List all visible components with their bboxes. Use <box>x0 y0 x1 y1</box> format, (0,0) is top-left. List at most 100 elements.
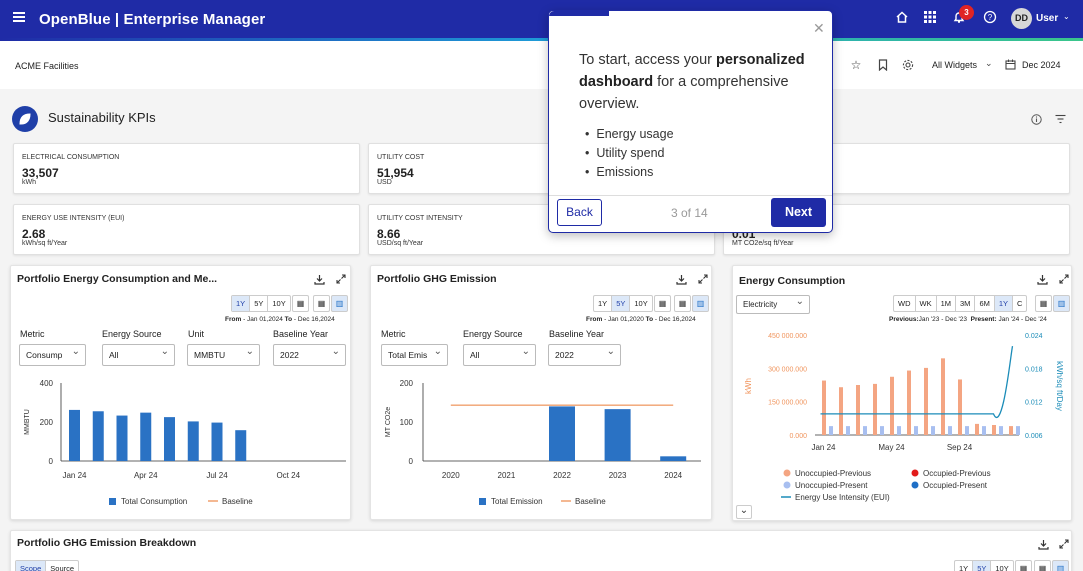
chart-view-icon[interactable]: ▥ <box>331 295 348 312</box>
user-menu-label[interactable]: User <box>1036 13 1059 24</box>
kpi-card-energy-use-intensity[interactable]: ENERGY USE INTENSITY (EUI) 2.68 kWh/sq f… <box>13 204 360 255</box>
kpi-label: UTILITY COST <box>377 154 425 161</box>
range-1y[interactable]: 1Y <box>232 296 251 311</box>
calendar-icon[interactable]: ▦ <box>654 295 671 312</box>
expand-icon[interactable] <box>697 274 709 286</box>
home-icon[interactable] <box>894 10 910 26</box>
expand-icon[interactable] <box>1058 274 1070 286</box>
bar-unoccupied-present <box>897 426 901 435</box>
unit-select[interactable]: MMBTU <box>187 344 260 366</box>
kpi-unit: USD/sq ft/Year <box>377 240 424 247</box>
y2-tick-label: 0.006 <box>1025 433 1043 440</box>
y-axis-label: MMBTU <box>24 409 31 435</box>
download-icon[interactable] <box>1036 274 1048 286</box>
legend-label: Total Emission <box>491 497 543 506</box>
chevron-down-icon[interactable]: ⌄ <box>736 505 752 519</box>
range-6m[interactable]: 6M <box>975 296 995 311</box>
energy-source-select[interactable]: All <box>463 344 536 366</box>
range-custom[interactable]: C <box>1017 299 1023 308</box>
filter-icon[interactable] <box>1054 114 1066 126</box>
avatar[interactable]: DD <box>1011 8 1032 29</box>
table-view-icon[interactable]: ▦ <box>313 295 330 312</box>
calendar-icon[interactable]: ▦ <box>292 295 309 312</box>
range-1y[interactable]: 1Y <box>994 296 1014 311</box>
breakdown-tabs: Scope Source <box>15 560 80 571</box>
range-wd[interactable]: WD <box>894 296 916 311</box>
all-widgets-dropdown[interactable]: All Widgets <box>932 60 978 70</box>
info-icon[interactable] <box>1030 114 1042 126</box>
chart-view-icon[interactable]: ▥ <box>1053 295 1070 312</box>
tab-source[interactable]: Source <box>50 564 75 571</box>
bookmark-icon[interactable] <box>877 59 889 72</box>
panel-title: Portfolio GHG Emission Breakdown <box>17 537 197 549</box>
metric-select[interactable]: Consump <box>19 344 86 366</box>
download-icon[interactable] <box>1037 539 1049 551</box>
chevron-down-icon[interactable]: ⌄ <box>1063 12 1070 21</box>
table-view-icon[interactable]: ▦ <box>1035 295 1052 312</box>
list-item: Emissions <box>585 163 674 182</box>
svg-text:?: ? <box>988 13 993 22</box>
list-item: Utility spend <box>585 144 674 163</box>
sub-header <box>0 41 1083 89</box>
baseline-year-select[interactable]: 2022 <box>548 344 621 366</box>
bar-unoccupied-previous <box>890 376 894 435</box>
range-1y[interactable]: 1Y <box>594 296 613 311</box>
facility-breadcrumb[interactable]: ACME Facilities <box>15 61 79 71</box>
download-icon[interactable] <box>675 274 687 286</box>
range-5y[interactable]: 5Y <box>973 561 992 571</box>
settings-gear-icon[interactable] <box>902 59 914 71</box>
range-5y[interactable]: 5Y <box>612 296 631 311</box>
bar-unoccupied-present <box>965 426 969 435</box>
calendar-icon[interactable] <box>1004 59 1016 71</box>
energy-source-select[interactable]: All <box>102 344 175 366</box>
range-5y[interactable]: 5Y <box>250 296 269 311</box>
table-view-icon[interactable]: ▦ <box>674 295 691 312</box>
energy-type-select[interactable]: Electricity <box>736 295 810 314</box>
kpi-label: UTILITY COST INTENSITY <box>377 215 463 222</box>
download-icon[interactable] <box>313 274 325 286</box>
kpi-card-electrical-consumption[interactable]: ELECTRICAL CONSUMPTION 33,507 kWh <box>13 143 360 194</box>
y2-axis-label: kWh/sq ft/Day <box>1055 361 1064 411</box>
legend-label: Occupied-Previous <box>923 469 991 478</box>
tab-scope[interactable]: Scope <box>16 561 47 571</box>
range-1y[interactable]: 1Y <box>955 561 974 571</box>
chart-view-icon[interactable]: ▥ <box>692 295 709 312</box>
menu-icon[interactable] <box>13 12 25 22</box>
expand-icon[interactable] <box>1058 539 1070 551</box>
expand-icon[interactable] <box>335 274 347 286</box>
bar-unoccupied-present <box>948 426 952 435</box>
range-10y[interactable]: 10Y <box>272 299 286 308</box>
bar <box>187 421 199 461</box>
range-3m[interactable]: 3M <box>956 296 976 311</box>
y2-tick-label: 0.018 <box>1025 366 1043 373</box>
star-icon[interactable]: ☆ <box>850 58 862 72</box>
x-tick-label: Apr 24 <box>134 471 158 480</box>
panel-title: Energy Consumption <box>739 275 846 287</box>
range-wk[interactable]: WK <box>916 296 937 311</box>
baseline-year-select[interactable]: 2022 <box>273 344 346 366</box>
range-10y[interactable]: 10Y <box>634 299 648 308</box>
apps-grid-icon[interactable] <box>922 10 938 26</box>
table-view-icon[interactable]: ▦ <box>1034 560 1051 571</box>
bar-unoccupied-previous <box>924 367 928 435</box>
range-10y[interactable]: 10Y <box>995 564 1009 571</box>
close-icon[interactable]: ✕ <box>813 20 825 36</box>
energy-source-label: Energy Source <box>102 329 162 339</box>
range-1m[interactable]: 1M <box>937 296 957 311</box>
x-tick-label: Jan 24 <box>811 443 836 452</box>
metric-select[interactable]: Total Emis <box>381 344 448 366</box>
bar-unoccupied-previous <box>856 385 860 435</box>
chevron-down-icon[interactable]: ⌄ <box>985 58 993 68</box>
date-picker-value[interactable]: Dec 2024 <box>1022 60 1061 70</box>
next-button[interactable]: Next <box>771 198 826 227</box>
bar <box>604 409 631 461</box>
help-icon[interactable]: ? <box>982 10 998 26</box>
legend-label: Occupied-Present <box>923 481 988 490</box>
calendar-icon[interactable]: ▦ <box>1015 560 1032 571</box>
eui-line <box>820 345 1014 418</box>
bar <box>235 430 247 461</box>
chart-view-icon[interactable]: ▥ <box>1052 560 1069 571</box>
y-tick-label: 200 <box>40 418 54 427</box>
back-button[interactable]: Back <box>557 199 602 226</box>
legend-swatch <box>911 481 919 489</box>
